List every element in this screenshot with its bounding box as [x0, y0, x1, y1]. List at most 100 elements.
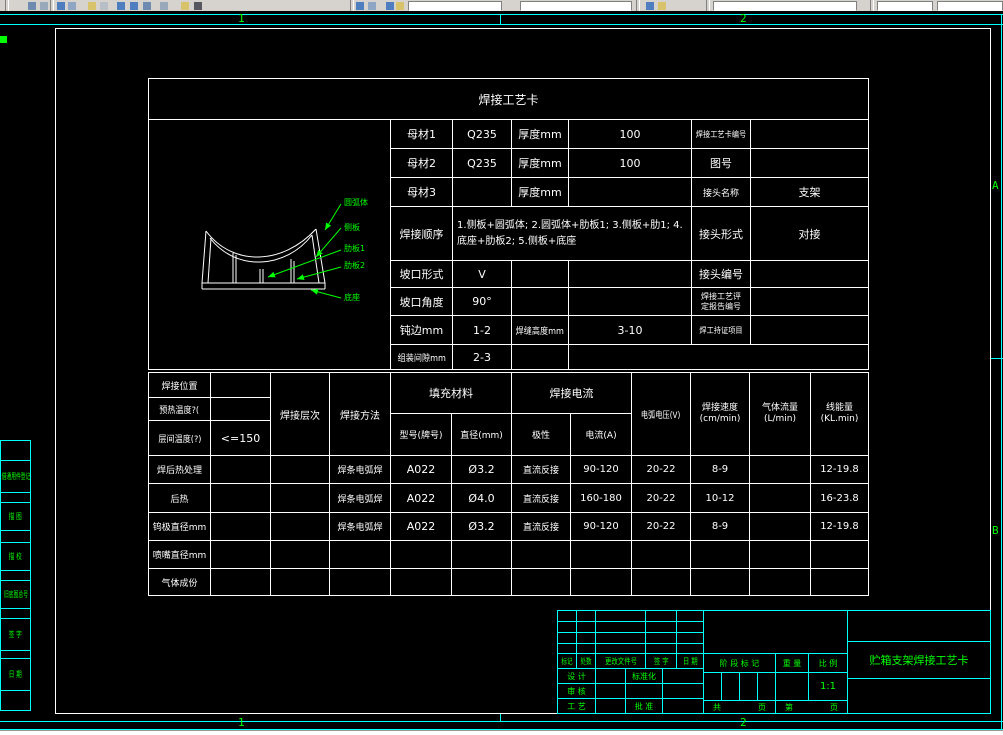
- volts-cell: 20-22: [631, 512, 691, 541]
- toolbar-icon[interactable]: [646, 2, 654, 10]
- toolbar-icon[interactable]: [368, 2, 376, 10]
- toolbar-icon[interactable]: [658, 2, 666, 10]
- tb-page-number: 第页: [775, 700, 848, 714]
- tb-blank: [847, 610, 991, 642]
- tb-blank: [847, 678, 991, 714]
- margin-cell-sign: 签 字: [0, 618, 31, 651]
- polarity-cell: 直流反接: [511, 455, 571, 484]
- weld-height-label: 焊缝高度mm: [511, 315, 569, 345]
- diameter-cell: Ø3.2: [451, 455, 512, 484]
- toolbar-icon[interactable]: [356, 2, 364, 10]
- blank-cell: [631, 540, 691, 569]
- toolbar-icon[interactable]: [386, 2, 394, 10]
- gas-cell: [749, 483, 811, 513]
- blank-cell: [568, 260, 692, 288]
- toolbar-combobox[interactable]: [520, 1, 632, 11]
- toolbar-icon[interactable]: [100, 2, 108, 10]
- toolbar-icon[interactable]: [181, 2, 189, 10]
- part-label-side-plate: 侧板: [344, 223, 360, 232]
- base-metal-3-grade: [452, 177, 512, 207]
- zone-band-line-right: [1001, 14, 1002, 729]
- tb-sign-label: 签 字: [645, 653, 677, 669]
- blank-cell: [329, 540, 391, 569]
- groove-type-value: V: [452, 260, 512, 288]
- toolbar-icon[interactable]: [40, 2, 48, 10]
- command-line-strip[interactable]: [0, 730, 1003, 735]
- tb-blank: [595, 668, 626, 684]
- thickness-label: 厚度mm: [511, 177, 569, 207]
- card-number-label: 焊接工艺卡编号: [691, 119, 751, 149]
- toolbar-icon[interactable]: [194, 2, 202, 10]
- toolbar: [0, 0, 1003, 12]
- method-cell: 焊条电弧焊: [329, 455, 391, 484]
- base-metal-2-label: 母材2: [390, 148, 453, 178]
- blank-cell: [390, 540, 452, 569]
- toolbar-icon[interactable]: [117, 2, 125, 10]
- gas-composition-label: 气体成份: [148, 568, 211, 596]
- toolbar-icon[interactable]: [57, 2, 65, 10]
- toolbar-separator: [636, 0, 640, 11]
- blank-cell: [631, 568, 691, 596]
- toolbar-icon[interactable]: [130, 2, 138, 10]
- margin-label: 借通用件登记: [1, 472, 30, 481]
- tb-date-label: 日 期: [676, 653, 704, 669]
- toolbar-icon[interactable]: [143, 2, 151, 10]
- weld-sequence-text: 1.侧板+圆弧体; 2.圆弧体+肋板1; 3.侧板+肋1; 4.底座+肋板2; …: [452, 206, 692, 261]
- energy-cell: 16-23.8: [810, 483, 869, 513]
- toolbar-field[interactable]: [408, 1, 502, 11]
- blank-cell: [210, 568, 271, 596]
- joint-no-label: 接头编号: [691, 260, 751, 288]
- zone-band-line: [0, 721, 1003, 722]
- tb-design-label: 设 计: [557, 668, 596, 684]
- assembly-gap-label: 组装间隙mm: [390, 344, 453, 370]
- margin-label: 描 图: [9, 512, 22, 521]
- toolbar-separator: [50, 0, 54, 11]
- part-label-arc-body: 圆弧体: [344, 198, 368, 207]
- tb-approve-label: 批 准: [625, 698, 663, 714]
- blank-cell: [570, 540, 632, 569]
- wps-report-value: [750, 287, 869, 316]
- method-cell: 焊条电弧焊: [329, 483, 391, 513]
- toolbar-separator: [706, 0, 710, 11]
- thickness-value: 100: [568, 148, 692, 178]
- energy-cell: 12-19.8: [810, 455, 869, 484]
- toolbar-icon[interactable]: [88, 2, 96, 10]
- tb-weight-label: 重 量: [775, 653, 809, 673]
- tb-stage-cell: [739, 672, 758, 701]
- toolbar-icon[interactable]: [28, 2, 36, 10]
- blank-cell: [270, 540, 330, 569]
- part-label-rib-1: 肋板1: [344, 244, 366, 253]
- blank-cell: [451, 568, 512, 596]
- toolbar-icon[interactable]: [396, 2, 404, 10]
- tb-blank: [595, 683, 626, 699]
- toolbar-combobox[interactable]: [713, 1, 857, 11]
- margin-cell-date: 日 期: [0, 658, 31, 691]
- base-metal-1-label: 母材1: [390, 119, 453, 149]
- grip-square: [0, 36, 7, 43]
- toolbar-icon[interactable]: [160, 2, 168, 10]
- tb-blank: [595, 698, 626, 714]
- toolbar-combobox[interactable]: [937, 1, 1003, 11]
- tb-blank: [662, 668, 704, 684]
- tb-process-label: 工 艺: [557, 698, 596, 714]
- blank-cell: [568, 287, 692, 316]
- blank-cell: [570, 568, 632, 596]
- toolbar-combobox[interactable]: [877, 1, 933, 11]
- toolbar-icon[interactable]: [68, 2, 76, 10]
- zone-number-bottom-2: 2: [740, 716, 747, 729]
- blank-cell: [690, 568, 750, 596]
- drawing-number-label: 图号: [691, 148, 751, 178]
- interpass-temp-value: <=150: [210, 420, 271, 456]
- tb-blank: [662, 698, 704, 714]
- blank-cell: [511, 540, 571, 569]
- blank-cell: [270, 512, 330, 541]
- weld-layer-header: 焊接层次: [270, 372, 330, 456]
- drawing-canvas[interactable]: 1 2 1 2 A B 借通用件登记 描 图 描 校 旧底图总号 签 字 日 期…: [0, 11, 1003, 730]
- blank-cell: [810, 540, 869, 569]
- margin-cell-blank: [0, 690, 31, 711]
- gas-flow-header: 气体流量 (L/min): [749, 372, 811, 456]
- tb-count-label: 处数: [576, 653, 596, 669]
- groove-type-label: 坡口形式: [390, 260, 453, 288]
- toolbar-separator: [350, 0, 354, 11]
- thickness-label: 厚度mm: [511, 119, 569, 149]
